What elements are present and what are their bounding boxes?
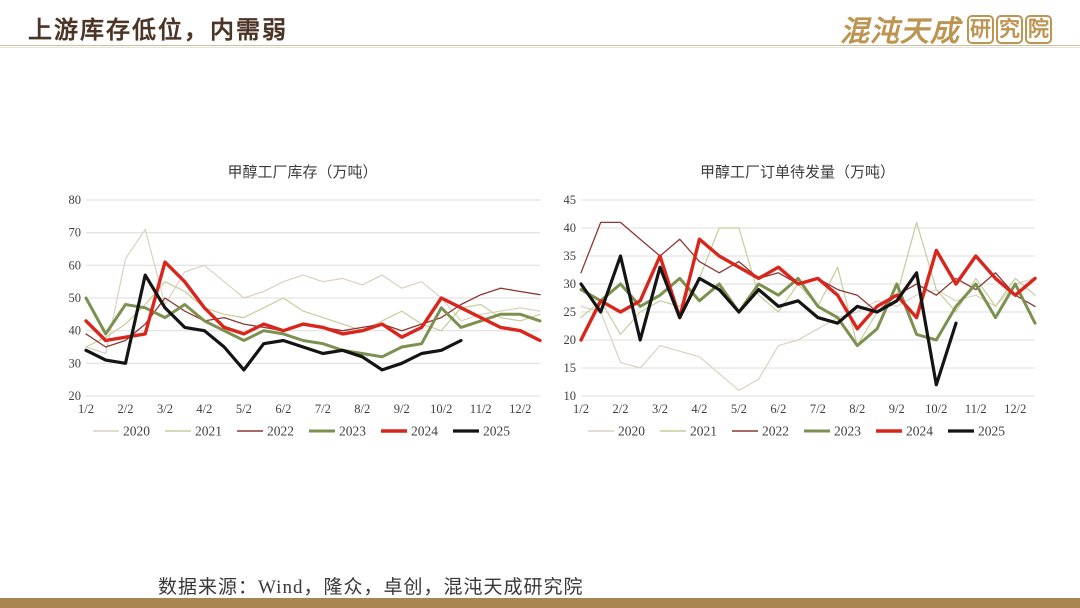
- x-tick-label: 1/2: [78, 402, 94, 416]
- legend-item-2021: 2021: [660, 424, 717, 439]
- series-line-2020: [580, 277, 1036, 391]
- y-tick-label: 30: [564, 277, 577, 291]
- y-tick-label: 40: [564, 221, 577, 235]
- y-tick-label: 50: [69, 291, 82, 305]
- legend-label: 2021: [195, 424, 222, 439]
- legend-label: 2025: [978, 424, 1005, 439]
- logo-box-char: 院: [1025, 14, 1052, 44]
- chart-plot-area: 20 30 40 50 60 70 80 1/2 2/2 3/2 4/2 5/2 6/2 7/2 8/2 9/…: [60, 192, 545, 444]
- chart-pending-orders: 甲醇工厂订单待发量（万吨） 10 15 20 25 30 35 40 45 1/2 2/2 3/2 4…: [555, 160, 1040, 444]
- legend-item-2023: 2023: [309, 424, 366, 439]
- x-tick-label: 2/2: [118, 402, 134, 416]
- chart-factory-inventory: 甲醇工厂库存（万吨） 20 30 40 50 60 70 80 1/2 2/2 3/2 4/2 5/2…: [60, 160, 545, 444]
- legend-label: 2022: [267, 424, 294, 439]
- logo-text-main: 混沌天成: [839, 16, 960, 48]
- x-tick-label: 11/2: [965, 402, 987, 416]
- legend-label: 2024: [906, 424, 933, 439]
- x-tick-label: 2/2: [613, 402, 629, 416]
- legend-item-2023: 2023: [804, 424, 861, 439]
- legend-label: 2020: [618, 424, 645, 439]
- logo-box-char: 究: [996, 14, 1023, 44]
- series-line-2024: [84, 260, 542, 343]
- legend-label: 2022: [762, 424, 789, 439]
- chart-title: 甲醇工厂订单待发量（万吨）: [699, 164, 895, 181]
- x-tick-label: 1/2: [573, 402, 589, 416]
- x-tick-label: 10/2: [430, 402, 452, 416]
- y-tick-label: 20: [564, 333, 577, 347]
- x-tick-label: 9/2: [889, 402, 905, 416]
- header-divider: [0, 45, 1080, 48]
- chart-plot-area: 10 15 20 25 30 35 40 45 1/2 2/2 3/2 4/2 5/2 6/2 7/2 8/2…: [555, 192, 1040, 444]
- bottom-accent-bar: [0, 598, 1080, 608]
- x-tick-label: 10/2: [925, 402, 947, 416]
- x-tick-label: 7/2: [810, 402, 826, 416]
- legend-item-2020: 2020: [588, 424, 645, 439]
- line-chart-svg: 20 30 40 50 60 70 80 1/2 2/2 3/2 4/2 5/2 6/2 7/2 8/2 9/…: [69, 193, 542, 439]
- legend-item-2022: 2022: [237, 424, 294, 439]
- legend-item-2024: 2024: [381, 424, 438, 439]
- series-line-2023: [84, 296, 542, 359]
- legend-item-2025: 2025: [453, 424, 510, 439]
- y-tick-label: 45: [564, 193, 577, 207]
- company-logo: 混沌天成 研 究 院: [840, 8, 1052, 50]
- series-line-2020: [85, 228, 541, 355]
- x-tick-label: 11/2: [470, 402, 492, 416]
- x-tick-label: 6/2: [275, 402, 291, 416]
- legend-label: 2025: [483, 424, 510, 439]
- y-tick-label: 70: [69, 226, 82, 240]
- page-title: 上游库存低位，内需弱: [28, 18, 288, 44]
- legend-label: 2023: [834, 424, 861, 439]
- series-line-2023: [579, 276, 1037, 348]
- y-tick-label: 25: [564, 305, 577, 319]
- x-tick-label: 12/2: [509, 402, 531, 416]
- legend-item-2025: 2025: [948, 424, 1005, 439]
- y-tick-label: 80: [69, 193, 82, 207]
- y-tick-label: 40: [69, 324, 82, 338]
- y-tick-label: 35: [564, 249, 577, 263]
- series-line-2021: [580, 221, 1036, 347]
- x-tick-label: 3/2: [157, 402, 173, 416]
- x-tick-label: 3/2: [652, 402, 668, 416]
- y-tick-label: 10: [564, 389, 577, 403]
- x-tick-label: 4/2: [691, 402, 707, 416]
- legend-item-2024: 2024: [876, 424, 933, 439]
- legend-label: 2020: [123, 424, 150, 439]
- x-tick-label: 5/2: [731, 402, 747, 416]
- logo-box-char: 研: [967, 14, 994, 44]
- x-tick-label: 8/2: [849, 402, 865, 416]
- chart-title: 甲醇工厂库存（万吨）: [227, 164, 378, 181]
- x-tick-label: 7/2: [315, 402, 331, 416]
- x-tick-label: 12/2: [1004, 402, 1026, 416]
- legend-label: 2024: [411, 424, 438, 439]
- y-tick-label: 15: [564, 361, 577, 375]
- data-source-note: 数据来源：Wind，隆众，卓创，混沌天成研究院: [158, 577, 584, 598]
- y-tick-label: 60: [69, 258, 82, 272]
- series-line-2025: [84, 273, 463, 372]
- series-line-2021: [85, 281, 541, 348]
- legend-item-2021: 2021: [165, 424, 222, 439]
- logo-text-suffix: 研 究 院: [967, 14, 1052, 44]
- y-tick-label: 20: [69, 389, 82, 403]
- x-tick-label: 5/2: [236, 402, 252, 416]
- x-tick-label: 6/2: [770, 402, 786, 416]
- x-tick-label: 9/2: [394, 402, 410, 416]
- legend-label: 2021: [690, 424, 717, 439]
- series-line-2024: [579, 237, 1037, 342]
- x-tick-label: 8/2: [354, 402, 370, 416]
- legend-item-2022: 2022: [732, 424, 789, 439]
- legend-item-2020: 2020: [93, 424, 150, 439]
- series-line-2025: [579, 254, 958, 387]
- x-tick-label: 4/2: [196, 402, 212, 416]
- y-tick-label: 30: [69, 356, 82, 370]
- legend-label: 2023: [339, 424, 366, 439]
